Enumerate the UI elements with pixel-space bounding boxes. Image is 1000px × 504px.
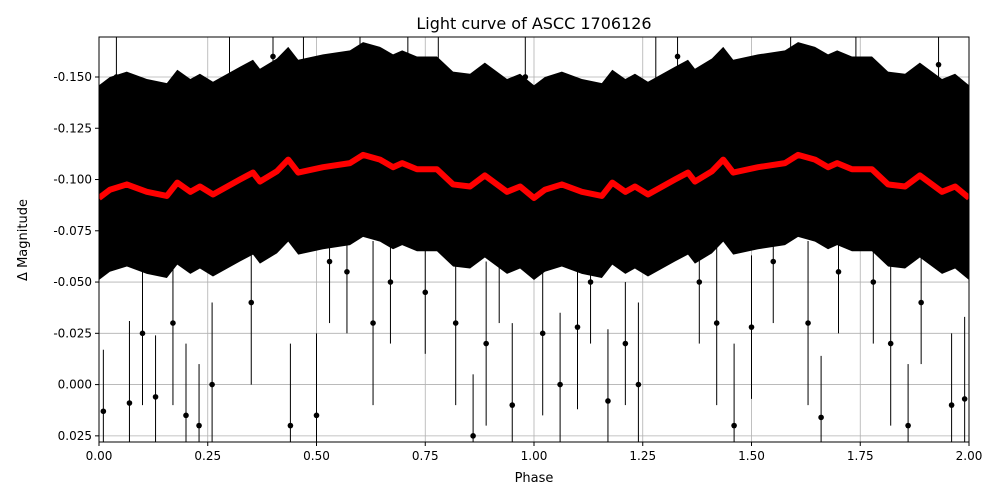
- data-point: [853, 74, 859, 80]
- data-point: [270, 53, 276, 60]
- data-point: [248, 299, 255, 306]
- data-point: [170, 320, 176, 326]
- data-point: [344, 268, 350, 275]
- x-tick-label: 0.75: [412, 449, 439, 463]
- data-point: [539, 330, 546, 337]
- data-point: [948, 402, 955, 408]
- x-axis-ticks: 0.00 0.25 0.50 0.75 1.00 1.25 1.50 1.75 2.00: [86, 442, 983, 463]
- data-point: [731, 422, 737, 429]
- data-point: [587, 279, 594, 285]
- data-point: [748, 324, 755, 330]
- y-axis-label: Δ Magnitude: [16, 199, 31, 281]
- dense-observations-band: [99, 42, 969, 280]
- data-point: [483, 340, 489, 347]
- data-point: [300, 94, 307, 101]
- data-point: [113, 74, 120, 80]
- data-point: [635, 381, 642, 388]
- data-point: [557, 381, 563, 388]
- data-point: [713, 320, 720, 326]
- data-point: [313, 412, 320, 419]
- data-point: [496, 258, 503, 265]
- data-point: [209, 381, 215, 388]
- data-point: [605, 398, 611, 404]
- x-tick-label: 1.50: [738, 449, 765, 463]
- binned-mean-curve: [99, 151, 969, 201]
- data-point: [622, 340, 629, 347]
- y-tick-label: 0.000: [58, 378, 92, 392]
- data-point: [818, 414, 824, 421]
- data-point: [152, 394, 159, 400]
- x-tick-label: 1.75: [847, 449, 874, 463]
- data-point: [405, 57, 411, 64]
- data-point: [961, 396, 968, 402]
- data-point: [100, 408, 107, 415]
- observations-band: [99, 42, 969, 280]
- data-point: [183, 412, 189, 419]
- x-tick-label: 1.25: [629, 449, 656, 463]
- data-point: [357, 74, 363, 80]
- data-point: [470, 433, 476, 439]
- data-point: [287, 422, 294, 429]
- y-tick-label: -0.100: [53, 173, 92, 187]
- data-point: [887, 340, 894, 347]
- data-point: [522, 74, 529, 80]
- observation-points: [100, 37, 968, 442]
- data-point: [787, 53, 794, 60]
- data-point: [387, 279, 394, 285]
- data-point: [770, 258, 777, 265]
- data-point: [326, 258, 333, 265]
- data-point: [905, 422, 911, 429]
- y-tick-label: -0.150: [53, 70, 92, 84]
- y-tick-label: -0.025: [53, 326, 92, 340]
- data-point: [574, 324, 581, 330]
- data-point: [196, 422, 202, 429]
- data-point: [370, 320, 376, 326]
- data-point: [870, 279, 877, 285]
- x-tick-label: 2.00: [956, 449, 983, 463]
- data-point: [935, 61, 942, 68]
- y-tick-label: 0.025: [58, 429, 92, 443]
- data-point: [696, 279, 703, 285]
- y-axis-ticks: -0.150 -0.125 -0.100 -0.075 -0.050 -0.025 0.00…: [53, 70, 99, 443]
- data-point: [435, 94, 442, 101]
- data-point: [805, 320, 811, 326]
- x-axis-label: Phase: [515, 471, 554, 486]
- data-point: [126, 400, 133, 406]
- x-tick-label: 0.25: [194, 449, 221, 463]
- y-tick-label: -0.050: [53, 275, 92, 289]
- data-point: [835, 268, 842, 275]
- x-tick-label: 0.00: [86, 449, 113, 463]
- data-point: [226, 74, 233, 80]
- data-point: [653, 94, 659, 101]
- x-tick-label: 0.50: [303, 449, 330, 463]
- data-point: [139, 330, 146, 337]
- y-tick-label: -0.075: [53, 224, 92, 238]
- chart-title: Light curve of ASCC 1706126: [416, 14, 651, 33]
- data-point: [422, 289, 429, 296]
- x-tick-label: 1.00: [521, 449, 548, 463]
- data-point: [674, 53, 681, 60]
- data-point: [509, 402, 516, 408]
- data-point: [452, 320, 459, 326]
- y-tick-label: -0.125: [53, 121, 92, 135]
- data-point: [918, 299, 924, 306]
- binned-mean-line: [99, 151, 969, 201]
